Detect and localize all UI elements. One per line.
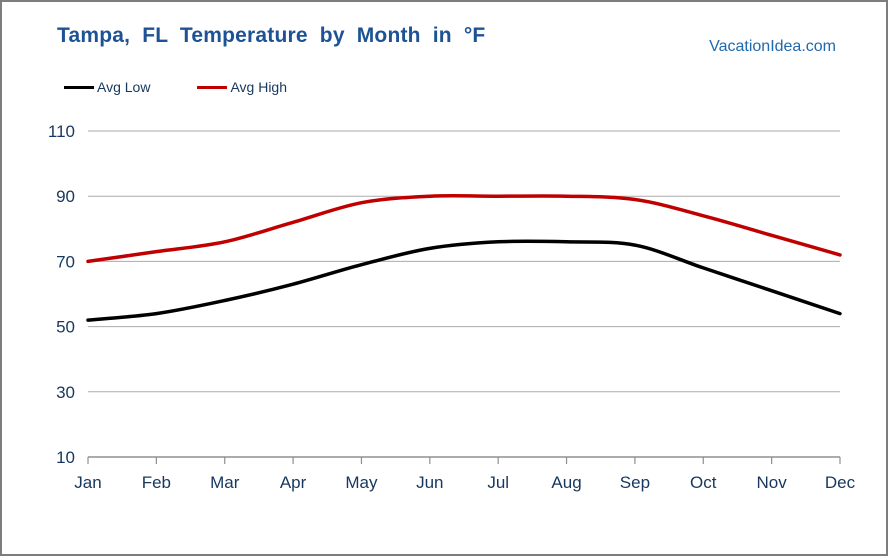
legend-item-avg-low: Avg Low [64,79,150,95]
legend-item-avg-high: Avg High [197,79,287,95]
chart-title: Tampa, FL Temperature by Month in °F [57,24,486,47]
x-axis-label: Sep [620,473,650,492]
x-axis-label: Oct [690,473,717,492]
y-axis-label: 30 [56,383,75,402]
x-axis-label: Jul [487,473,509,492]
x-axis-label: Apr [280,473,307,492]
y-axis-label: 110 [48,122,75,141]
avg-low-line-swatch [64,85,94,89]
x-axis-label: Nov [757,473,788,492]
avg-high-line [86,193,842,264]
x-axis-label: Dec [825,473,856,492]
x-axis-label: Jan [74,473,101,492]
y-axis-label: 50 [56,318,75,337]
y-axis-label: 70 [56,252,75,271]
y-axis-label: 90 [56,187,75,206]
chart-legend: Avg Low Avg High [64,79,287,95]
watermark-text: VacationIdea.com [709,38,836,55]
x-axis-label: May [345,473,378,492]
x-axis-label: Mar [210,473,240,492]
legend-label-avg-low: Avg Low [97,79,151,95]
y-axis-label: 10 [56,448,75,467]
x-axis-label: Feb [142,473,171,492]
x-axis-label: Jun [416,473,443,492]
legend-label-avg-high: Avg High [230,79,288,95]
x-axis-label: Aug [551,473,581,492]
avg-low-line [86,239,842,322]
avg-high-line-swatch [197,85,228,89]
